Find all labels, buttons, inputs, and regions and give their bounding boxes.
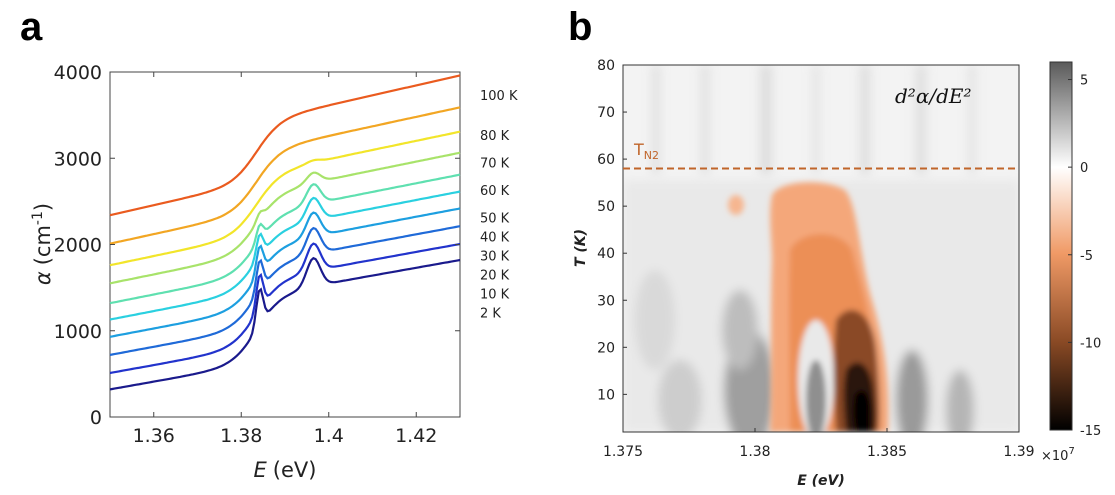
panel-b-plot-frame <box>622 64 1020 433</box>
curve-30k <box>109 207 461 338</box>
colorbar <box>1049 61 1073 431</box>
curve-label: 50 K <box>480 212 510 227</box>
panel-a-plot-frame <box>109 71 461 418</box>
colorbar-tick-label: 0 <box>1080 161 1088 176</box>
x-tick-label: 1.36 <box>133 425 175 447</box>
y-tick-label: 70 <box>597 105 615 121</box>
y-tick-label: 50 <box>597 199 615 215</box>
colorbar-tick-label: -10 <box>1080 336 1101 351</box>
colorbar-scale-base: ×10 <box>1041 449 1068 464</box>
panel-a-x-ticks: 1.36 1.38 1.4 1.42 <box>133 72 437 447</box>
tn2-label-sub: N2 <box>644 149 659 162</box>
panel-b-y-axis-title: T (K) <box>573 229 589 267</box>
x-tick-label: 1.385 <box>867 444 907 460</box>
curve-60k <box>109 151 461 285</box>
curve-10k <box>109 242 461 375</box>
panel-a-y-axis-unit-close: ) <box>31 203 55 211</box>
curve-40k <box>109 190 461 321</box>
x-tick-label: 1.375 <box>603 444 643 460</box>
panel-a-letter: a <box>20 5 43 49</box>
curve-label: 80 K <box>480 129 510 144</box>
y-tick-label: 80 <box>597 58 615 74</box>
colorbar-scale-exp: 7 <box>1068 446 1074 457</box>
curve-label: 2 K <box>480 307 501 322</box>
panel-a-curve-labels: 2 K 10 K 20 K 30 K 40 K 50 K 60 K 70 K 80 K 100 K <box>480 89 518 321</box>
y-tick-label: 1000 <box>54 321 102 343</box>
panel-b-y-ticks: 10 20 30 40 50 60 70 80 <box>597 58 627 403</box>
y-tick-label: 3000 <box>54 148 102 170</box>
x-tick-label: 1.4 <box>314 425 344 447</box>
panel-a-x-axis-unit: (eV) <box>273 458 317 482</box>
tn2-label: TN2 <box>633 140 659 162</box>
y-tick-label: 30 <box>597 293 615 309</box>
colorbar-tick-label: 5 <box>1080 74 1088 89</box>
y-tick-label: 60 <box>597 152 615 168</box>
y-tick-label: 40 <box>597 246 615 262</box>
colorbar-ticks: 5 0 -5 -10 -15 <box>1068 74 1101 439</box>
y-tick-label: 4000 <box>54 62 102 84</box>
colorbar-tick-label: -5 <box>1080 249 1093 264</box>
panel-a-curves <box>109 74 461 391</box>
panel-b-x-ticks: 1.375 1.38 1.385 1.39 <box>603 428 1035 460</box>
heatmap-field <box>623 65 1019 432</box>
panel-a-y-axis-title: α (cm-1) <box>30 203 55 285</box>
curve-label: 60 K <box>480 184 510 199</box>
curve-20k <box>109 225 461 356</box>
curve-70k <box>109 130 461 267</box>
y-tick-label: 0 <box>90 407 102 429</box>
y-tick-label: 20 <box>597 340 615 356</box>
x-tick-label: 1.39 <box>1003 444 1034 460</box>
panel-a-y-axis-unit: (cm <box>31 225 55 265</box>
curve-50k <box>109 173 461 305</box>
y-tick-label: 2000 <box>54 235 102 257</box>
heatmap-annotation: d²α/dE² <box>895 84 971 108</box>
x-tick-label: 1.38 <box>220 425 262 447</box>
curve-label: 100 K <box>480 89 518 104</box>
curve-label: 40 K <box>480 231 510 246</box>
panel-a-line-chart: 1.36 1.38 1.4 1.42 0 1000 2000 3000 4000 2 K 10 … <box>30 62 518 482</box>
curve-label: 70 K <box>480 156 510 171</box>
panel-a-y-axis-var: α <box>31 271 55 285</box>
x-tick-label: 1.42 <box>395 425 437 447</box>
curve-2k <box>109 256 461 391</box>
panel-b-letter: b <box>568 5 592 49</box>
colorbar-tick-label: -15 <box>1080 424 1101 439</box>
panel-a-y-ticks: 0 1000 2000 3000 4000 <box>54 62 460 429</box>
curve-label: 10 K <box>480 288 510 303</box>
tn2-label-main: T <box>633 140 644 159</box>
colorbar-scale: ×107 <box>1041 446 1075 464</box>
panel-a-x-axis-var: E <box>254 458 268 482</box>
curve-label: 30 K <box>480 250 510 265</box>
curve-label: 20 K <box>480 269 510 284</box>
panel-b-heatmap: TN2 d²α/dE² 1.375 1.38 1.385 1.39 10 20 30 40 5… <box>573 58 1101 489</box>
panel-a-y-axis-unit-exp: -1 <box>30 211 46 225</box>
x-tick-label: 1.38 <box>739 444 770 460</box>
panel-a-x-axis-title: E (eV) <box>254 458 317 482</box>
curve-100k <box>109 74 461 217</box>
y-tick-label: 10 <box>597 387 615 403</box>
curve-80k <box>109 106 461 245</box>
panel-b-x-axis-title: E (eV) <box>797 473 845 489</box>
